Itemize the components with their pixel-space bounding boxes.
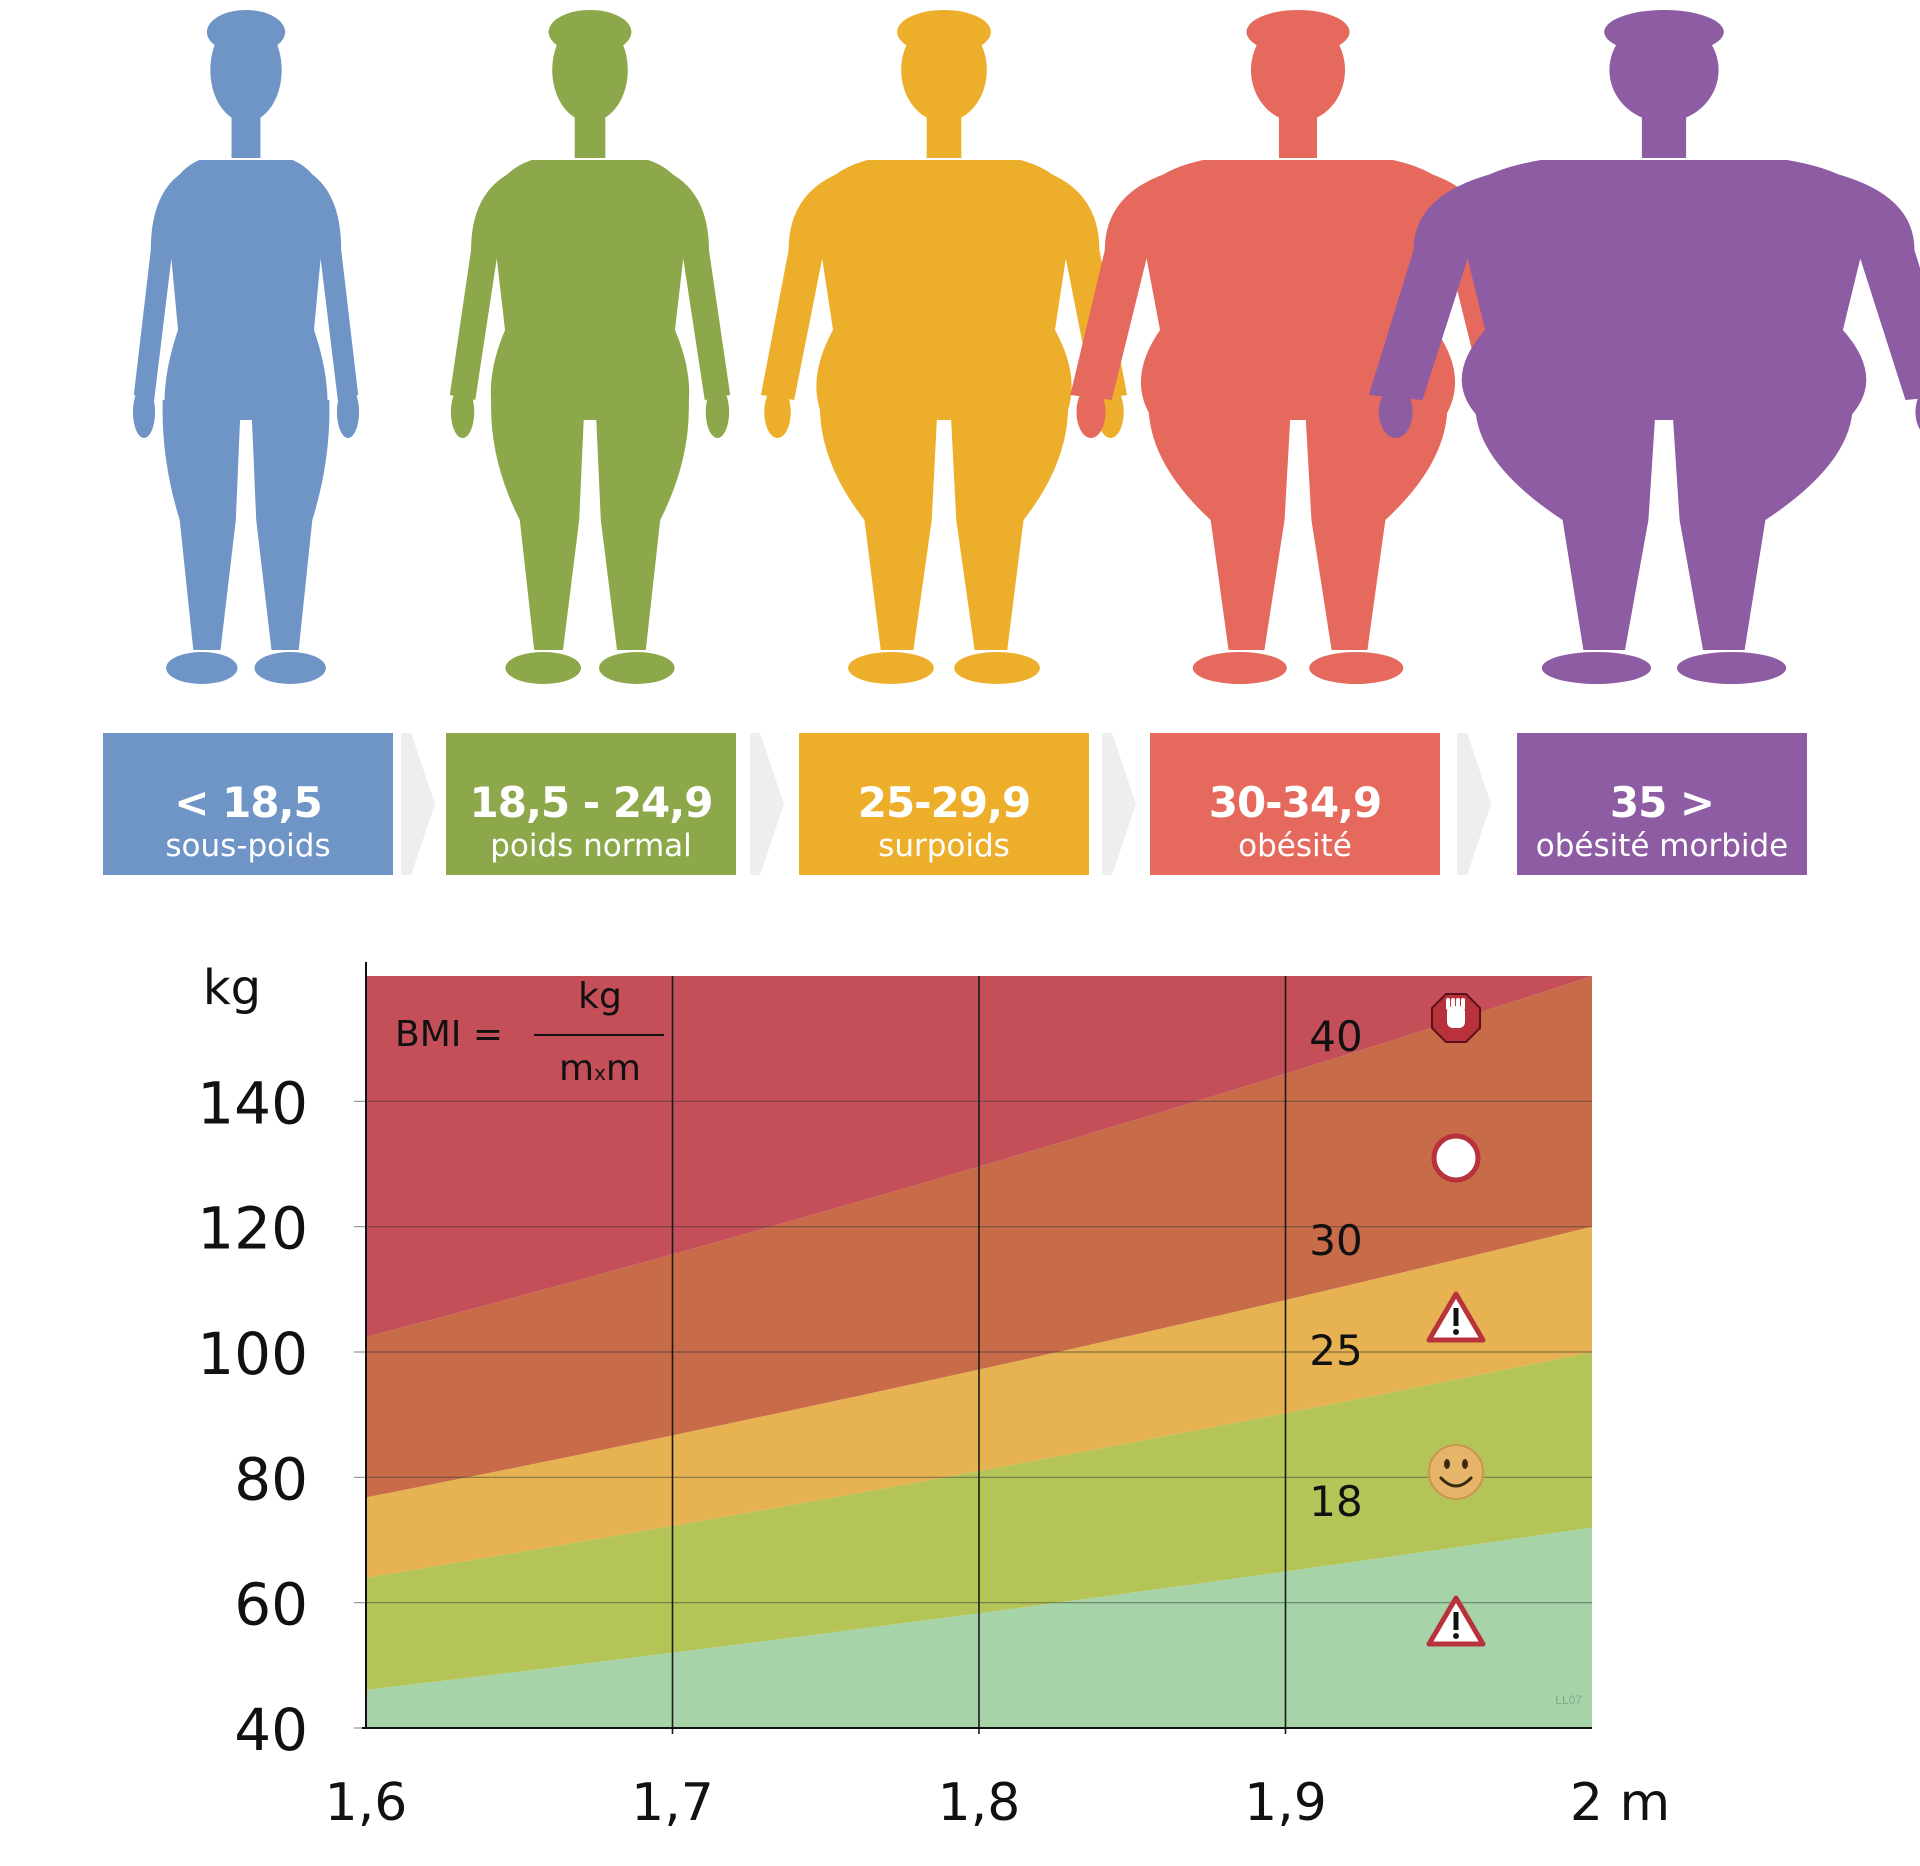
x-tick-label: 1,7 xyxy=(631,1773,714,1833)
silhouette-normal xyxy=(449,10,731,684)
bmi-line-label: 18 xyxy=(1309,1477,1362,1526)
chevron-right-icon xyxy=(401,733,435,875)
formula-numerator: kg xyxy=(578,976,622,1017)
category-normal: 18,5 - 24,9 poids normal xyxy=(446,733,736,875)
category-range: 30-34,9 xyxy=(1208,778,1383,827)
x-tick-label: 1,9 xyxy=(1244,1773,1327,1833)
warning-icon xyxy=(1426,1291,1486,1343)
category-label: obésité morbide xyxy=(1535,828,1789,864)
bmi-line-label: 40 xyxy=(1309,1012,1362,1061)
y-tick-label: 80 xyxy=(234,1445,308,1513)
silhouette-obesity xyxy=(1070,10,1526,684)
bmi-line-label: 25 xyxy=(1309,1326,1362,1375)
smiley-icon xyxy=(1428,1444,1484,1500)
body-silhouettes xyxy=(132,10,1920,684)
category-morbid-obesity: 35 > obésité morbide xyxy=(1517,733,1807,875)
category-range: 35 > xyxy=(1609,778,1715,827)
formula-lhs: BMI = xyxy=(395,1014,503,1055)
category-label: sous-poids xyxy=(165,828,331,864)
x-tick-label: 1,8 xyxy=(938,1773,1021,1833)
x-tick-label: 1,6 xyxy=(325,1773,408,1833)
chevron-right-icon xyxy=(1457,733,1491,875)
warning-icon xyxy=(1426,1595,1486,1647)
stop-hand-icon xyxy=(1430,992,1482,1044)
chevron-right-icon xyxy=(1102,733,1136,875)
y-tick-label: 140 xyxy=(197,1069,308,1137)
silhouette-morbid-obesity xyxy=(1368,10,1920,684)
y-axis-unit-label: kg xyxy=(203,960,261,1016)
chevron-right-icon xyxy=(750,733,784,875)
silhouette-underweight xyxy=(132,10,360,684)
circle-icon xyxy=(1431,1133,1481,1183)
category-obesity: 30-34,9 obésité xyxy=(1150,733,1440,875)
watermark: LL07 xyxy=(1555,1693,1582,1707)
category-range: 18,5 - 24,9 xyxy=(469,778,714,827)
silhouette-overweight xyxy=(760,10,1128,684)
category-label: surpoids xyxy=(878,828,1010,864)
category-label: poids normal xyxy=(490,828,692,864)
bmi-chart: 40 60 80 100 120 140 kg 1,6 1,7 1,8 1,9 2 m 18 25 30 40… xyxy=(197,960,1670,1833)
category-range: < 18,5 xyxy=(174,778,322,827)
y-tick-label: 40 xyxy=(234,1696,308,1764)
y-tick-label: 60 xyxy=(234,1571,308,1639)
x-tick-label: 2 m xyxy=(1570,1773,1670,1833)
category-range: 25-29,9 xyxy=(857,778,1032,827)
bmi-line-label: 30 xyxy=(1309,1216,1362,1265)
category-overweight: 25-29,9 surpoids xyxy=(799,733,1089,875)
category-underweight: < 18,5 sous-poids xyxy=(103,733,393,875)
y-tick-label: 120 xyxy=(197,1195,308,1263)
y-tick-label: 100 xyxy=(197,1320,308,1388)
category-label: obésité xyxy=(1238,828,1352,864)
formula-denominator: mxm xyxy=(559,1048,641,1089)
bmi-formula: BMI = kg mxm xyxy=(395,976,664,1089)
